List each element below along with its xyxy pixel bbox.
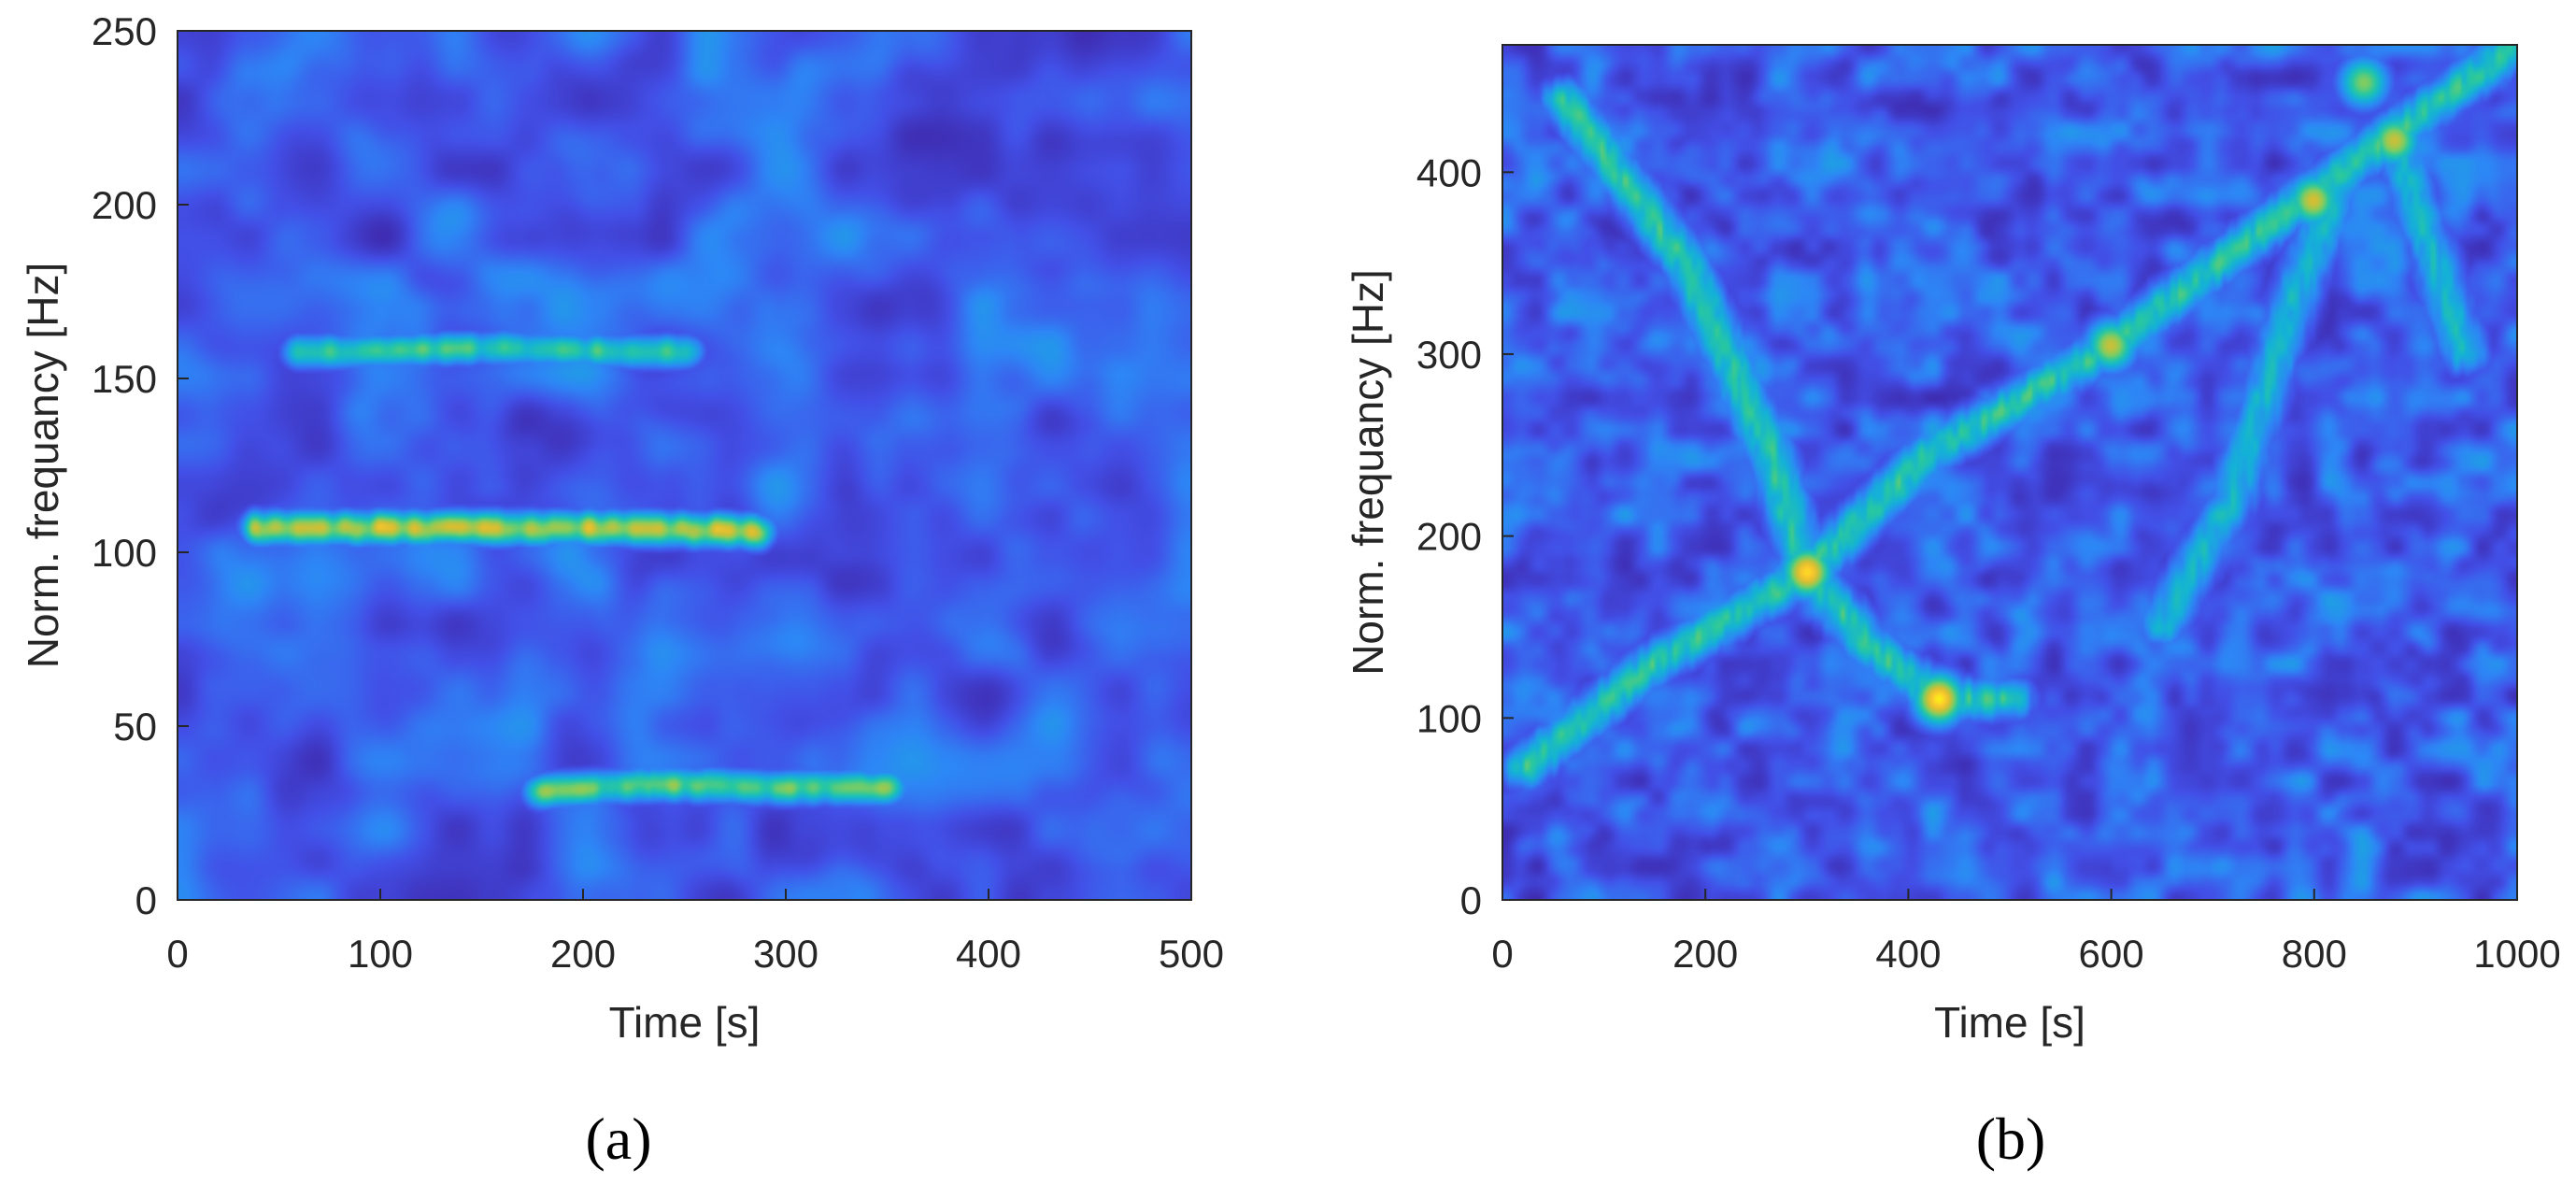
x-tick-label-b-2: 400	[1875, 932, 1941, 976]
y-tick-label-a-1: 50	[113, 705, 157, 749]
y-tick-label-a-2: 100	[92, 531, 157, 575]
x-tick-label-a-4: 400	[956, 932, 1021, 976]
panel-label-a: (a)	[585, 1106, 651, 1172]
x-tick-label-b-3: 600	[2079, 932, 2144, 976]
panel-a: 0 100 200 300 400 500 0 50 100 150 200 250 Time [s] N…	[19, 9, 1224, 1172]
x-tick-label-a-1: 100	[348, 932, 413, 976]
x-tick-label-a-3: 300	[753, 932, 818, 976]
y-axis-label-a: Norm. frequancy [Hz]	[19, 263, 67, 669]
heatmap-image-a	[178, 31, 1191, 900]
y-tick-label-b-3: 300	[1416, 333, 1482, 377]
x-tick-label-a-0: 0	[166, 932, 188, 976]
x-tick-label-b-5: 1000	[2473, 932, 2560, 976]
y-tick-label-b-2: 200	[1416, 515, 1482, 559]
panel-label-b: (b)	[1976, 1106, 2046, 1172]
x-tick-label-a-5: 500	[1159, 932, 1224, 976]
x-tick-label-b-1: 200	[1672, 932, 1738, 976]
x-axis-label-a: Time [s]	[609, 998, 761, 1047]
x-tick-label-b-0: 0	[1491, 932, 1513, 976]
x-tick-label-a-2: 200	[550, 932, 616, 976]
plot-frame-b	[1501, 44, 2518, 901]
y-tick-label-a-0: 0	[135, 878, 157, 922]
y-tick-label-a-3: 150	[92, 357, 157, 401]
x-tick-label-b-4: 800	[2282, 932, 2347, 976]
y-tick-label-a-4: 200	[92, 183, 157, 227]
plot-frame-a	[177, 30, 1192, 901]
y-tick-label-b-4: 400	[1416, 150, 1482, 194]
x-axis-label-b: Time [s]	[1934, 998, 2085, 1047]
y-tick-label-b-0: 0	[1460, 878, 1482, 922]
y-axis-label-b: Norm. frequancy [Hz]	[1344, 269, 1392, 676]
y-tick-label-a-5: 250	[92, 9, 157, 53]
y-tick-label-b-1: 100	[1416, 696, 1482, 740]
heatmap-image-b	[1502, 45, 2517, 900]
panel-b: 0 200 400 600 800 1000 0 100 200 300 400 Time [s] No…	[1344, 44, 2561, 1172]
